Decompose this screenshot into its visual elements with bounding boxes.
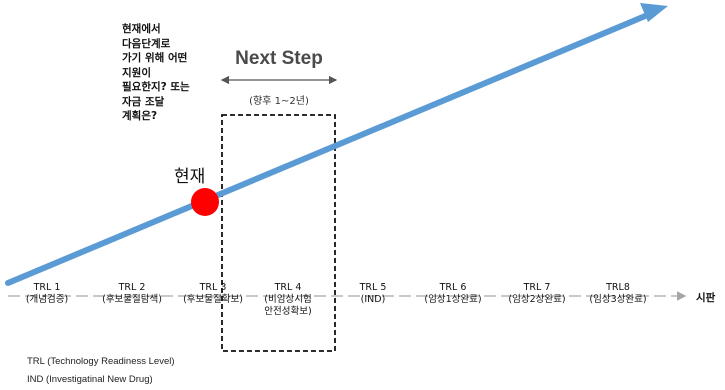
trl-name: TRL8 <box>606 282 630 293</box>
trl-desc: (개념검증) <box>25 294 69 305</box>
next-step-box <box>221 114 336 352</box>
note-trl: TRL (Technology Readiness Level) <box>27 356 175 367</box>
trl-stage-4: TRL 4 (비임상시험 안전성확보) <box>248 282 328 318</box>
trl-desc: (IND) <box>360 294 386 305</box>
trl-stage-2: TRL 2 (후보물질탐색) <box>92 282 172 306</box>
trl-stage-5: TRL 5 (IND) <box>333 282 413 306</box>
trl-desc: (임상2상완료) <box>508 294 566 305</box>
question-line: 현재에서 <box>122 23 161 35</box>
note-ind: IND (Investigatinal New Drug) <box>27 374 153 385</box>
trl-stage-8: TRL8 (임상3상완료) <box>578 282 658 306</box>
trl-name: TRL 3 <box>199 282 227 293</box>
release-label: 시판 <box>696 292 716 304</box>
trl-name: TRL 1 <box>33 282 61 293</box>
trl-desc: (임상1상완료) <box>424 294 482 305</box>
trl-desc-line2: 안전성확보) <box>264 306 312 317</box>
next-step-period: (향후 1~2년) <box>249 96 309 107</box>
trl-desc: (후보물질확보) <box>183 294 243 305</box>
trl-name: TRL 2 <box>118 282 146 293</box>
trl-stage-6: TRL 6 (임상1상완료) <box>413 282 493 306</box>
current-marker <box>191 188 219 216</box>
trl-desc: (후보물질탐색) <box>102 294 162 305</box>
trl-stage-3: TRL 3 (후보물질확보) <box>173 282 253 306</box>
trl-name: TRL 5 <box>359 282 387 293</box>
growth-arrow-shaft <box>5 11 653 286</box>
current-label: 현재 <box>174 167 206 187</box>
trl-name: TRL 7 <box>523 282 551 293</box>
trl-desc: (임상3상완료) <box>589 294 647 305</box>
next-step-title: Next Step <box>235 48 323 69</box>
funding-question: 현재에서 다음단계로 가기 위해 어떤 지원이 필요한지? 또는 자금 조달 계… <box>122 22 232 124</box>
growth-arrow-head <box>640 3 668 22</box>
question-line: 가기 위해 어떤 <box>122 52 188 64</box>
trl-name: TRL 6 <box>439 282 467 293</box>
question-line: 필요한지? 또는 <box>122 81 190 93</box>
question-line: 자금 조달 <box>122 95 165 108</box>
trl-desc: (비임상시험 <box>264 294 312 305</box>
question-line: 계획은? <box>122 110 158 122</box>
trl-stage-7: TRL 7 (임상2상완료) <box>497 282 577 306</box>
question-line: 다음단계로 <box>122 37 171 50</box>
trl-stage-1: TRL 1 (개념검증) <box>12 282 82 306</box>
trl-name: TRL 4 <box>274 282 302 293</box>
question-line: 지원이 <box>122 66 151 79</box>
